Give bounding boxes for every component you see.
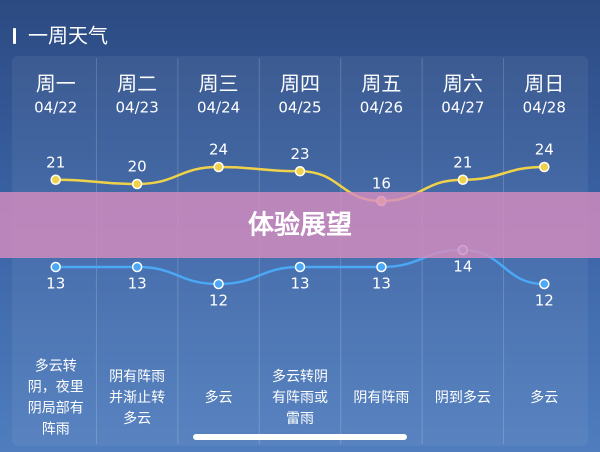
weather-text: 多云转阴: [272, 368, 328, 385]
temp-label: 16: [372, 175, 391, 193]
weather-text: 阴到多云: [435, 389, 491, 406]
day-label: 周三: [199, 72, 239, 96]
date-label: 04/26: [360, 99, 403, 117]
weather-text: 阵雨: [42, 422, 70, 438]
date-label: 04/22: [34, 99, 77, 117]
temp-point: [539, 278, 550, 290]
temp-point: [50, 174, 61, 185]
title-bar: [13, 28, 16, 44]
weather-text: 多云: [205, 389, 233, 406]
date-label: 04/27: [441, 99, 484, 117]
weather-text: 阴，夜里: [28, 380, 84, 396]
temp-label: 13: [372, 275, 391, 293]
day-label: 周六: [443, 72, 483, 96]
home-indicator: [193, 434, 407, 440]
temp-label: 12: [209, 292, 228, 310]
day-label: 周五: [361, 72, 401, 96]
temp-point: [50, 261, 61, 273]
temp-label: 21: [453, 153, 472, 171]
weather-text: 多云: [123, 410, 151, 427]
temp-point: [131, 261, 143, 273]
weather-text: 多云: [530, 389, 558, 406]
weather-text: 并渐止转: [109, 390, 165, 406]
temp-label: 23: [290, 145, 309, 163]
title: 一周天气: [28, 24, 108, 48]
date-label: 04/24: [197, 99, 240, 117]
day-label: 周二: [117, 72, 157, 96]
temp-point: [457, 174, 469, 185]
weather-text: 雷雨: [286, 411, 314, 427]
temp-point: [294, 261, 306, 273]
temp-label: 14: [453, 258, 472, 276]
temp-point: [131, 178, 143, 190]
temp-label: 21: [46, 153, 65, 171]
day-label: 周一: [36, 72, 76, 96]
temp-label: 24: [535, 141, 554, 159]
weather-text: 有阵雨或: [272, 390, 328, 406]
temp-label: 12: [535, 292, 554, 310]
date-label: 04/28: [523, 99, 566, 117]
temp-point: [539, 161, 550, 173]
temp-point: [294, 166, 306, 177]
temp-point: [213, 161, 224, 173]
temp-label: 13: [46, 275, 65, 293]
weather-text: 阴有阵雨: [109, 369, 165, 385]
weather-text: 阴局部有: [28, 401, 84, 417]
date-label: 04/23: [116, 99, 159, 117]
weather-text: 阴有阵雨: [353, 390, 409, 406]
day-label: 周四: [280, 72, 320, 96]
temp-label: 24: [209, 141, 228, 159]
date-label: 04/25: [278, 99, 321, 117]
temp-point: [376, 261, 387, 273]
banner-text: 体验展望: [248, 210, 352, 241]
temp-label: 13: [128, 275, 147, 293]
weather-text: 多云转: [35, 358, 77, 375]
day-label: 周日: [524, 72, 564, 96]
temp-label: 20: [128, 158, 147, 176]
temp-label: 13: [290, 275, 309, 293]
temp-point: [213, 278, 224, 290]
banner: [0, 192, 600, 258]
